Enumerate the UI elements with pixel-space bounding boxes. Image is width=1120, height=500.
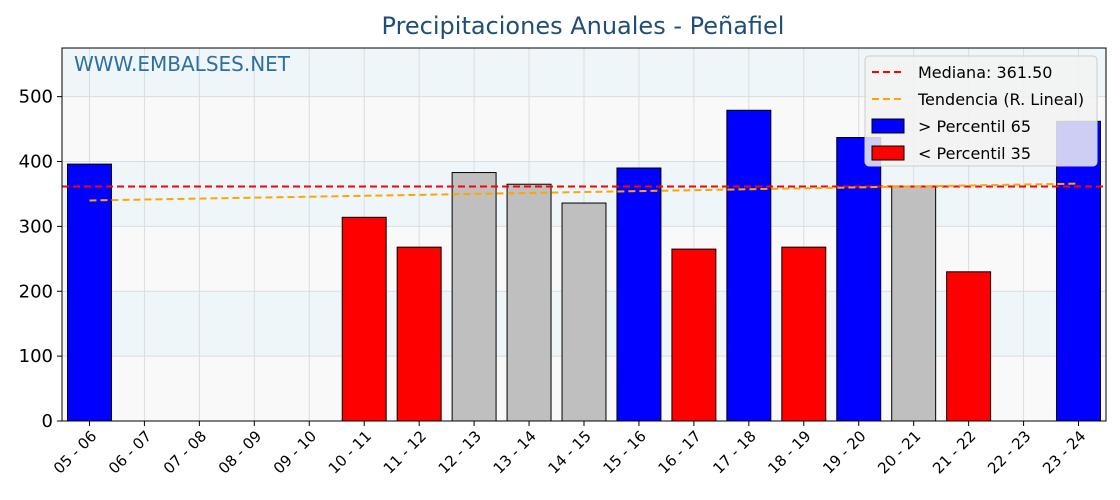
bar-13-14	[506, 183, 552, 422]
legend-label-low: < Percentil 35	[918, 144, 1031, 163]
bar-11-12	[396, 246, 442, 422]
legend-label-trend: Tendencia (R. Lineal)	[917, 90, 1084, 109]
x-tick-label: 21 - 22	[929, 427, 979, 477]
y-tick-label: 300	[19, 216, 53, 237]
bar-17-18	[726, 109, 772, 422]
watermark: WWW.EMBALSES.NET	[74, 52, 291, 76]
chart-title: Precipitaciones Anuales - Peñafiel	[382, 12, 785, 40]
x-tick-label: 14 - 15	[545, 427, 595, 477]
x-tick-label: 05 - 06	[50, 427, 100, 477]
legend-box	[864, 55, 1098, 167]
y-tick-label: 0	[42, 411, 53, 432]
legend: Mediana: 361.50 Tendencia (R. Lineal) > P…	[864, 55, 1098, 167]
bar-21-22	[946, 271, 992, 422]
y-tick-label: 400	[19, 152, 53, 173]
x-tick-label: 08 - 09	[215, 427, 265, 477]
y-axis-ticks: 0 100 200 300 400 500	[19, 87, 62, 432]
x-tick-label: 10 - 11	[325, 427, 375, 477]
bars	[66, 109, 1102, 422]
bar-15-16	[616, 167, 662, 422]
x-tick-label: 22 - 23	[984, 427, 1034, 477]
legend-swatch-low	[871, 145, 905, 161]
y-tick-label: 100	[19, 346, 53, 367]
legend-swatch-high	[871, 118, 905, 134]
bar-14-15	[561, 202, 607, 422]
legend-label-median: Mediana: 361.50	[918, 63, 1052, 82]
x-tick-label: 07 - 08	[160, 427, 210, 477]
bar-19-20	[836, 137, 882, 422]
bar-16-17	[671, 248, 717, 422]
bar-20-21	[891, 185, 937, 422]
y-tick-label: 200	[19, 281, 53, 302]
x-tick-label: 23 - 24	[1039, 427, 1089, 477]
y-tick-label: 500	[19, 87, 53, 108]
x-tick-label: 12 - 13	[435, 427, 485, 477]
x-tick-label: 11 - 12	[380, 427, 430, 477]
x-tick-label: 16 - 17	[654, 427, 704, 477]
x-tick-label: 20 - 21	[874, 427, 924, 477]
reference-lines	[62, 182, 1106, 202]
legend-label-high: > Percentil 65	[918, 117, 1031, 136]
x-tick-label: 09 - 10	[270, 427, 320, 477]
x-tick-label: 18 - 19	[764, 427, 814, 477]
x-tick-label: 17 - 18	[709, 427, 759, 477]
x-tick-label: 15 - 16	[599, 427, 649, 477]
x-tick-label: 06 - 07	[105, 427, 155, 477]
x-axis-ticks: 05 - 06 06 - 07 07 - 08 08 - 09 09 - 10 10 - …	[50, 421, 1089, 477]
x-tick-label: 13 - 14	[490, 427, 540, 477]
x-tick-label: 19 - 20	[819, 427, 869, 477]
bar-10-11	[341, 216, 387, 422]
bar-12-13	[451, 172, 497, 422]
bar-05-06	[66, 163, 112, 422]
bar-18-19	[781, 246, 827, 422]
